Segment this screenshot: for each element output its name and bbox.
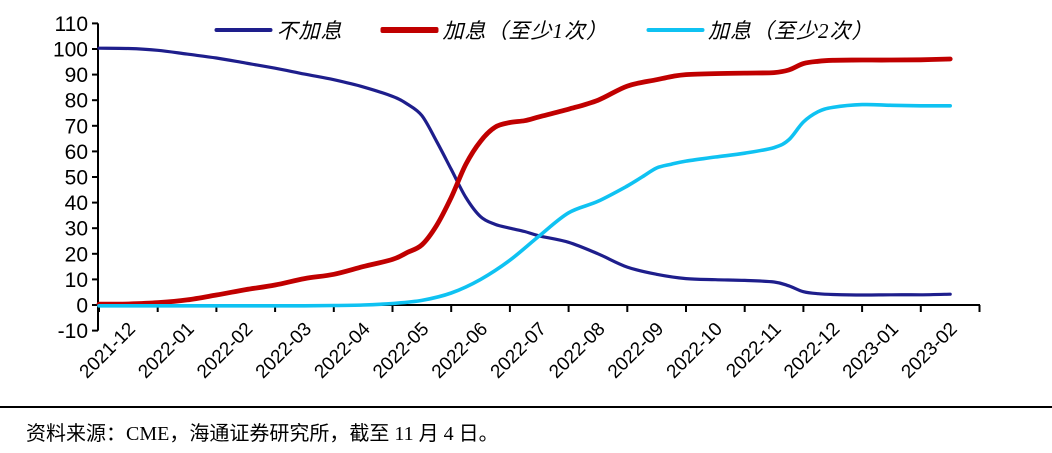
x-tick-label: 2023-01: [839, 319, 903, 383]
source-note: 资料来源：CME，海通证券研究所，截至 11 月 4 日。: [26, 423, 499, 445]
legend-line-swatch-hike-at-least-1: [380, 27, 439, 33]
x-tick-label: 2022-08: [545, 319, 609, 383]
x-tick-label: 2022-05: [369, 319, 433, 383]
y-tick-label: 10: [65, 269, 88, 292]
legend-label-hike-at-least-1: 加息（至少1次）: [442, 19, 608, 43]
x-tick-label: 2022-06: [428, 319, 492, 383]
y-tick-label: 50: [65, 167, 88, 190]
y-tick-label: 70: [65, 115, 88, 138]
y-tick-label: 110: [55, 13, 88, 36]
x-tick-label: 2022-10: [663, 319, 727, 383]
x-tick-label: 2023-02: [898, 319, 962, 383]
x-tick-label: 2022-11: [722, 319, 785, 382]
source-footer: 资料来源：CME，海通证券研究所，截至 11 月 4 日。: [0, 406, 1052, 446]
series-line-no-hike: [97, 46, 952, 297]
chart-legend: 不加息 加息（至少1次） 加息（至少2次）: [214, 15, 874, 45]
legend-item-no-hike: 不加息: [214, 15, 343, 45]
y-tick-label: 100: [53, 39, 88, 62]
legend-label-hike-at-least-2: 加息（至少2次）: [708, 19, 874, 43]
x-tick-label: 2022-04: [311, 318, 375, 382]
y-tick-label: 20: [65, 243, 88, 266]
x-tick-label: 2022-12: [780, 319, 844, 383]
y-tick-label: 30: [65, 218, 88, 241]
y-tick-label: 0: [76, 295, 88, 318]
legend-line-swatch-hike-at-least-2: [646, 28, 704, 32]
x-tick-label: 2022-07: [487, 319, 551, 383]
series-line-hike-at-least-2: [97, 102, 952, 308]
legend-item-hike-at-least-1: 加息（至少1次）: [380, 15, 609, 45]
legend-line-swatch-no-hike: [214, 28, 273, 32]
y-tick-label: 40: [65, 192, 88, 215]
y-tick-label: 60: [65, 141, 88, 164]
line-chart-canvas: 1101009080706050403020100-102021-122022-…: [53, 13, 981, 383]
y-tick-label: 80: [65, 90, 88, 113]
legend-label-no-hike: 不加息: [276, 19, 343, 43]
x-tick-label: 2022-03: [252, 319, 316, 383]
y-tick-label: -10: [58, 320, 88, 343]
x-tick-label: 2022-09: [604, 319, 668, 383]
y-tick-label: 90: [65, 64, 88, 87]
x-tick-label: 2022-02: [193, 319, 257, 383]
series-line-hike-at-least-1: [96, 56, 953, 307]
x-axis: 2021-122022-012022-022022-032022-042022-…: [76, 304, 981, 383]
x-tick-label: 2022-01: [134, 319, 198, 383]
legend-item-hike-at-least-2: 加息（至少2次）: [646, 15, 874, 45]
